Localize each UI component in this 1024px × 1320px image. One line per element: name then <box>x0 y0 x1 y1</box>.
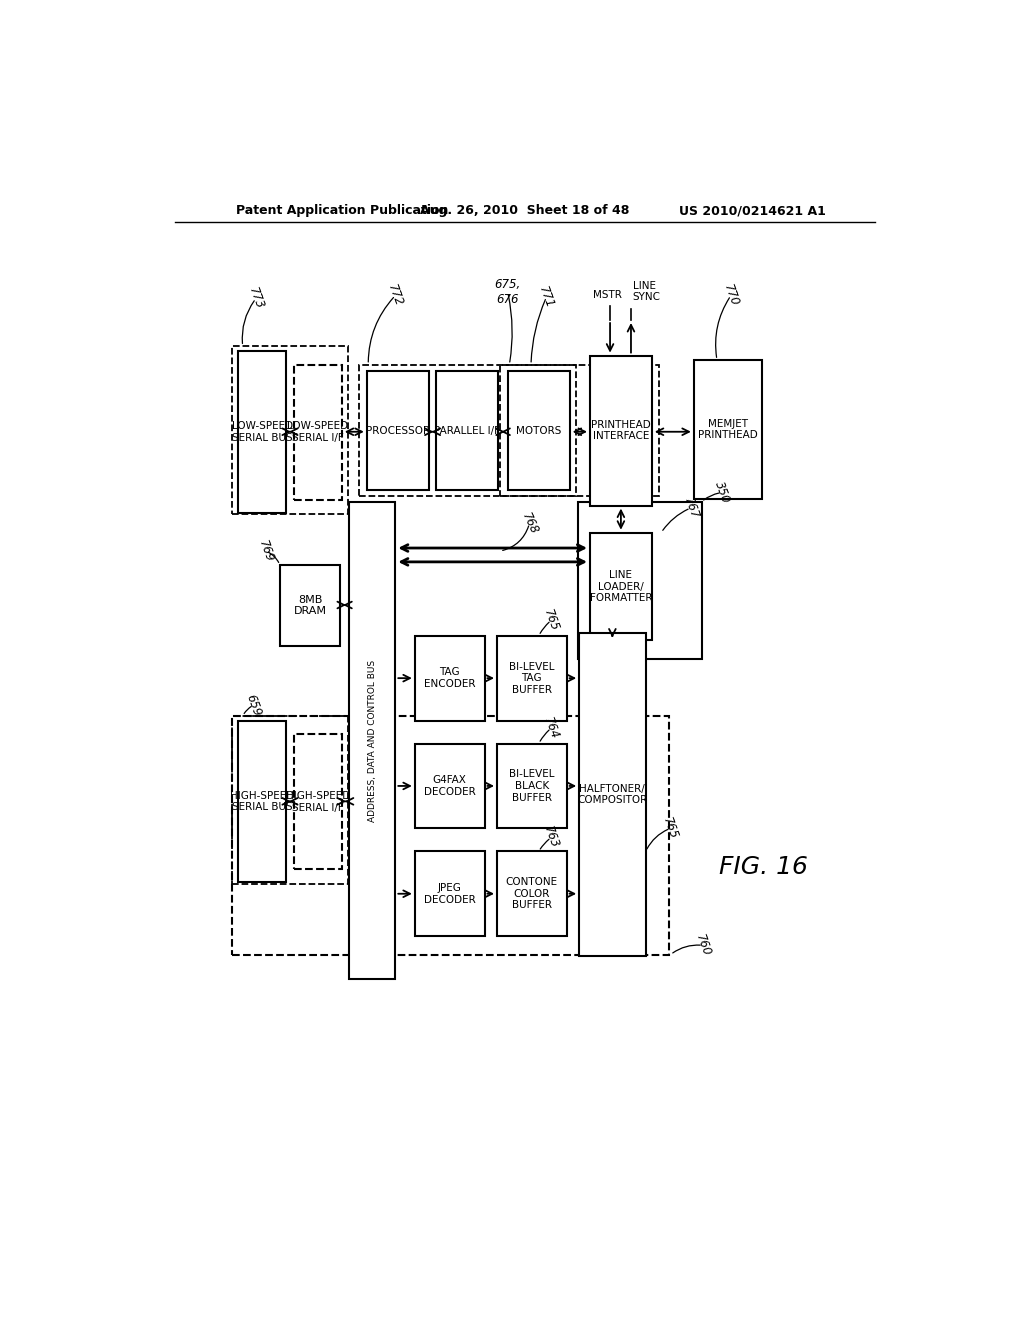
Bar <box>349 502 395 979</box>
Bar <box>238 721 286 882</box>
Bar <box>508 371 569 490</box>
Text: JPEG
DECODER: JPEG DECODER <box>424 883 475 904</box>
Bar <box>231 715 669 954</box>
Text: 769: 769 <box>256 539 275 564</box>
Text: PROCESSOR: PROCESSOR <box>366 425 430 436</box>
Text: CONTONE
COLOR
BUFFER: CONTONE COLOR BUFFER <box>506 878 558 911</box>
Bar <box>578 502 701 659</box>
Bar <box>294 734 342 869</box>
Bar <box>497 636 566 721</box>
Text: MEMJET
PRINTHEAD: MEMJET PRINTHEAD <box>698 418 758 441</box>
Text: Aug. 26, 2010  Sheet 18 of 48: Aug. 26, 2010 Sheet 18 of 48 <box>420 205 630 218</box>
Text: 772: 772 <box>385 282 406 309</box>
Text: 768: 768 <box>519 511 540 536</box>
Bar <box>367 371 429 490</box>
Text: 771: 771 <box>537 284 556 310</box>
Text: FIG. 16: FIG. 16 <box>719 855 808 879</box>
Bar <box>415 636 484 721</box>
Bar <box>436 371 499 490</box>
Text: BI-LEVEL
TAG
BUFFER: BI-LEVEL TAG BUFFER <box>509 661 555 694</box>
Bar <box>497 851 566 936</box>
Bar <box>693 360 762 499</box>
Text: 763: 763 <box>542 825 561 850</box>
Text: PRINTHEAD
INTERFACE: PRINTHEAD INTERFACE <box>591 420 651 441</box>
Text: MSTR: MSTR <box>593 290 622 301</box>
Text: MOTORS: MOTORS <box>516 425 561 436</box>
Text: ADDRESS, DATA AND CONTROL BUS: ADDRESS, DATA AND CONTROL BUS <box>368 660 377 821</box>
Text: 8MB
DRAM: 8MB DRAM <box>294 594 327 616</box>
Text: US 2010/0214621 A1: US 2010/0214621 A1 <box>679 205 825 218</box>
Text: HIGH-SPEED
SERIAL BUS: HIGH-SPEED SERIAL BUS <box>230 791 294 812</box>
Text: LINE
LOADER/
FORMATTER: LINE LOADER/ FORMATTER <box>590 570 652 603</box>
Text: LINE
SYNC: LINE SYNC <box>633 281 660 302</box>
Bar <box>415 743 484 829</box>
Bar <box>497 743 566 829</box>
Text: BI-LEVEL
BLACK
BUFFER: BI-LEVEL BLACK BUFFER <box>509 770 555 803</box>
Bar <box>294 364 342 499</box>
Bar <box>280 565 340 645</box>
Bar <box>231 715 348 884</box>
Bar <box>415 851 484 936</box>
Text: 659: 659 <box>244 692 263 718</box>
Text: 765: 765 <box>542 607 561 634</box>
Text: LOW-SPEED
SERIAL I/F: LOW-SPEED SERIAL I/F <box>288 421 348 444</box>
Text: LOW-SPEED
SERIAL BUS: LOW-SPEED SERIAL BUS <box>231 421 293 442</box>
Bar <box>579 632 646 956</box>
Bar <box>590 533 652 640</box>
Bar <box>231 346 348 515</box>
Bar <box>359 364 575 496</box>
Text: HIGH-SPEED
SERIAL I/F: HIGH-SPEED SERIAL I/F <box>286 791 350 813</box>
Text: 350: 350 <box>712 479 731 506</box>
Bar <box>238 351 286 512</box>
Bar <box>590 355 652 506</box>
Text: 773: 773 <box>246 285 266 312</box>
Text: G4FAX
DECODER: G4FAX DECODER <box>424 775 475 797</box>
Text: 764: 764 <box>542 715 561 741</box>
Text: 765: 765 <box>660 816 681 841</box>
Text: 767: 767 <box>681 495 700 521</box>
Text: 675,
676: 675, 676 <box>495 279 521 306</box>
Text: HALFTONER/
COMPOSITOR: HALFTONER/ COMPOSITOR <box>578 784 647 805</box>
Text: PARALLEL I/F: PARALLEL I/F <box>434 425 501 436</box>
Text: 770: 770 <box>721 282 741 309</box>
Text: TAG
ENCODER: TAG ENCODER <box>424 668 475 689</box>
Bar <box>500 364 658 496</box>
Text: Patent Application Publication: Patent Application Publication <box>237 205 449 218</box>
Text: 760: 760 <box>693 932 713 958</box>
